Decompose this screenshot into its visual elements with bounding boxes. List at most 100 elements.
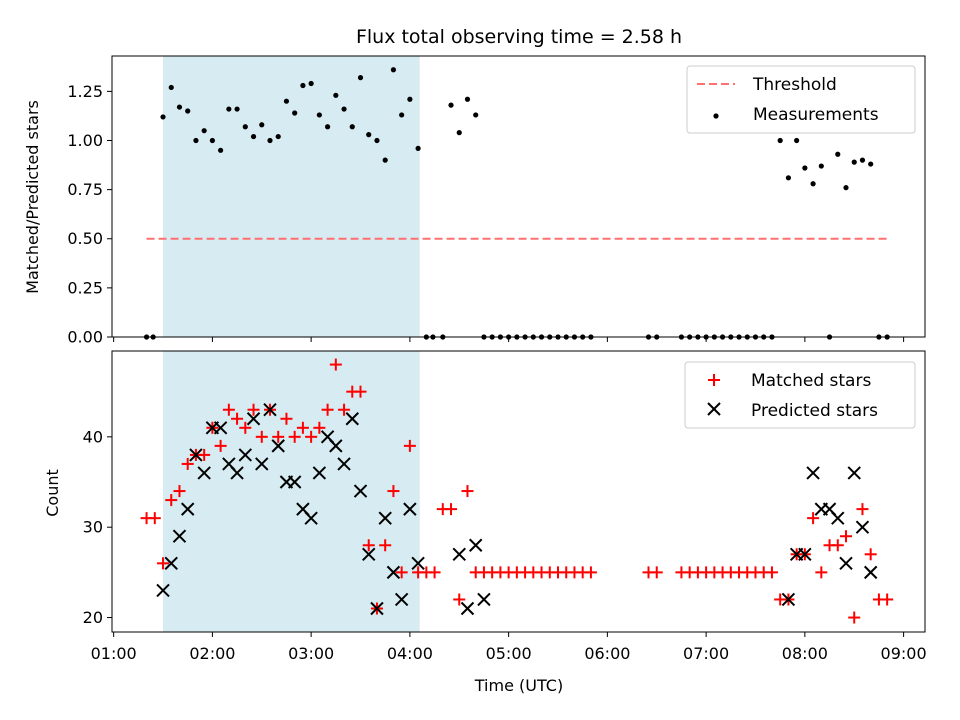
- top-shaded-interval: [163, 56, 420, 337]
- measurement-point: [407, 96, 413, 102]
- predicted-star-point: [263, 403, 277, 417]
- measurement-point: [349, 124, 355, 130]
- predicted-star-stroke-b: [353, 484, 368, 498]
- measurement-point: [193, 137, 199, 144]
- predicted-star-stroke-b: [831, 511, 845, 525]
- measurement-point: [868, 161, 874, 167]
- matched-star-point: [231, 412, 244, 425]
- predicted-star-point: [403, 502, 417, 516]
- measurement-point: [357, 75, 364, 81]
- predicted-star-stroke-b: [156, 583, 170, 598]
- predicted-star-point: [271, 439, 285, 453]
- predicted-star-point: [855, 520, 870, 534]
- predicted-star-point: [337, 457, 351, 471]
- measurement-point: [777, 137, 783, 144]
- x-tick-label: 08:00: [782, 644, 828, 663]
- matched-star-point: [362, 539, 375, 552]
- predicted-star-point: [386, 565, 401, 580]
- matched-star-point: [338, 403, 351, 416]
- measurement-point: [259, 122, 265, 128]
- predicted-star-point: [329, 439, 343, 453]
- measurement-point: [218, 147, 224, 153]
- bottom-legend-box: [684, 361, 916, 429]
- matched-star-point: [848, 611, 861, 624]
- predicted-star-point: [287, 475, 302, 489]
- matched-star-point: [305, 430, 318, 443]
- predicted-star-stroke-b: [230, 466, 244, 480]
- axes-frame: [111, 350, 926, 633]
- measurement-point: [366, 132, 372, 138]
- x-tick-label: 09:00: [881, 644, 927, 663]
- matched-star-point: [255, 430, 268, 443]
- measurement-point: [267, 137, 273, 144]
- bottom-legend: Matched stars Predicted stars: [684, 361, 916, 429]
- predicted-star-point: [469, 538, 483, 552]
- measurement-point: [851, 159, 857, 165]
- predicted-star-point: [781, 592, 796, 607]
- shaded-interval-rect: [163, 56, 420, 337]
- measurement-point: [300, 82, 306, 89]
- predicted-star-stroke-b: [320, 430, 335, 444]
- predicted-star-point: [798, 547, 812, 562]
- matched-star-point: [831, 539, 844, 552]
- measurement-point: [292, 110, 298, 116]
- matched-star-point: [247, 403, 260, 416]
- measurement-point: [234, 106, 240, 112]
- predicted-star-point: [246, 412, 261, 426]
- predicted-star-stroke-b: [189, 448, 203, 462]
- matched-star-point: [650, 566, 663, 579]
- x-tick-label: 03:00: [288, 644, 334, 663]
- predicted-star-stroke-b: [213, 421, 228, 435]
- predicted-star-stroke-b: [452, 547, 466, 562]
- predicted-star-point: [452, 547, 466, 562]
- measurement-point: [341, 106, 347, 112]
- measurement-point: [308, 80, 314, 87]
- predicted-star-stroke-b: [806, 466, 820, 480]
- matched-star-point: [280, 412, 293, 425]
- predicted-star-point: [213, 421, 228, 435]
- predicted-star-stroke-b: [180, 502, 195, 516]
- matched-star-point: [453, 593, 466, 606]
- predicted-star-point: [863, 565, 878, 580]
- matched-star-point: [222, 403, 235, 416]
- matched-star-point: [272, 430, 285, 443]
- predicted-star-stroke-b: [386, 565, 401, 580]
- measurement-point: [456, 130, 462, 136]
- matched-star-point: [395, 566, 408, 579]
- matched-star-point: [313, 421, 326, 434]
- predicted-star-stroke-b: [822, 502, 837, 516]
- predicted-star-point: [477, 592, 491, 607]
- x-tick-label: 01:00: [91, 644, 137, 663]
- predicted-star-stroke-b: [370, 601, 384, 616]
- matched-star-point: [379, 539, 392, 552]
- measurement-point: [415, 145, 421, 151]
- top-y-axis-label: Matched/Predicted stars: [23, 100, 42, 294]
- predicted-star-stroke-b: [238, 448, 253, 462]
- predicted-star-stroke-b: [222, 457, 236, 471]
- matched-star-point: [288, 430, 301, 443]
- predicted-star-stroke-b: [362, 547, 376, 562]
- matched-star-point: [198, 448, 211, 461]
- measurement-point: [324, 124, 331, 130]
- predicted-star-point: [172, 529, 187, 543]
- predicted-stars-series: [156, 403, 878, 616]
- measurement-point: [464, 96, 471, 102]
- matched-star-point: [815, 566, 828, 579]
- x-tick-label: 05:00: [486, 644, 532, 663]
- measurement-point: [835, 151, 841, 157]
- matched-star-point: [387, 485, 400, 498]
- predicted-star-stroke-b: [271, 439, 285, 453]
- predicted-star-stroke-b: [863, 565, 878, 580]
- y-tick-label: 0.25: [67, 278, 103, 297]
- shaded-interval-rect: [163, 351, 420, 632]
- predicted-star-point: [345, 412, 359, 426]
- measurements-legend-swatch: [713, 113, 719, 119]
- matched-star-point: [321, 403, 334, 416]
- predicted-star-point: [156, 583, 170, 598]
- predicted-star-stroke-b: [469, 538, 483, 552]
- predicted-star-stroke-b: [798, 547, 812, 562]
- predicted-star-stroke-b: [287, 475, 302, 489]
- predicted-star-stroke-b: [378, 511, 392, 525]
- measurement-point: [250, 133, 257, 140]
